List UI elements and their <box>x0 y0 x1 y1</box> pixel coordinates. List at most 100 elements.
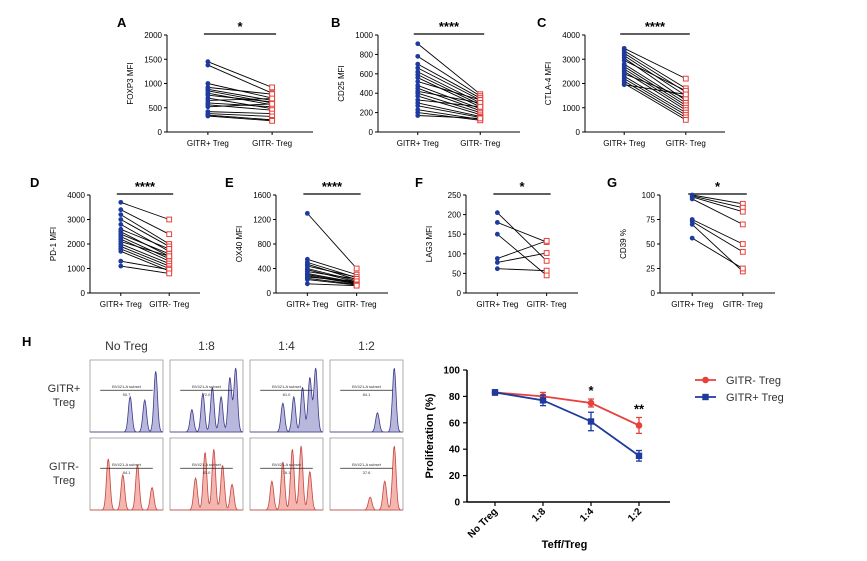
pair-line <box>623 83 687 121</box>
histogram-trace <box>330 445 403 511</box>
point-gitr-pos <box>205 104 211 110</box>
point-gitr-pos <box>494 210 500 216</box>
pair-line <box>120 219 170 247</box>
gate-label: BV421-A subset <box>352 462 382 467</box>
point-gitr-pos <box>689 196 695 202</box>
point-gitr-neg <box>269 84 276 91</box>
point-gitr-pos <box>415 93 421 99</box>
gate-value: 84.1 <box>363 392 372 397</box>
y-tick-label: 4000 <box>562 31 580 40</box>
point-gitr-neg <box>682 116 689 123</box>
y-tick-label: 2000 <box>144 31 162 40</box>
point-gitr-pos <box>304 281 310 287</box>
point-gitr-pos <box>118 199 124 205</box>
point-gitr-neg <box>739 241 746 247</box>
pair-line <box>207 64 273 94</box>
y-tick-label: 200 <box>448 211 462 220</box>
y-tick-label: 400 <box>360 89 374 98</box>
x-tick-label: GITR- Treg <box>666 139 706 148</box>
pair-line <box>692 195 743 209</box>
histogram-column-label: 1:4 <box>278 339 295 353</box>
data-point <box>539 397 547 404</box>
pair-line <box>417 43 481 95</box>
pair-line <box>120 238 170 262</box>
gate-value: 37.6 <box>363 470 372 475</box>
pair-line <box>307 268 357 282</box>
pair-line <box>207 115 273 122</box>
point-gitr-neg <box>269 95 276 102</box>
y-tick-label: 1000 <box>562 104 580 113</box>
pair-line <box>691 198 744 225</box>
point-gitr-pos <box>415 75 421 81</box>
panel-H-line-chart: 0 20 40 60 80 100 Proliferation (%) No Treg 1:8 1… <box>424 366 784 552</box>
histogram-cell: BV421-A subset 37.6 <box>329 437 404 511</box>
pair-line <box>417 55 481 97</box>
point-gitr-neg <box>166 253 173 260</box>
pair-line <box>417 63 481 99</box>
pair-line <box>417 77 481 108</box>
y-tick-label: 100 <box>642 191 656 200</box>
point-gitr-neg <box>739 221 746 228</box>
histogram-cell: BV421-A subset 84.1 <box>329 359 404 433</box>
point-gitr-neg <box>739 248 746 255</box>
gate-value: 76.1 <box>283 470 292 475</box>
pair-line <box>307 275 357 285</box>
y-axis-label: LAG3 MFI <box>425 226 434 262</box>
point-gitr-pos <box>494 266 500 272</box>
point-gitr-neg <box>682 91 689 98</box>
point-gitr-pos <box>304 210 310 216</box>
legend-marker <box>702 393 709 401</box>
x-tick-label: GITR+ Treg <box>671 300 713 309</box>
histogram-column-label: 1:2 <box>358 339 375 353</box>
gate-label: BV421-A subset <box>192 462 222 467</box>
gate-value: 50.7 <box>123 392 132 397</box>
pair-line <box>307 279 357 286</box>
pair-line <box>120 246 170 267</box>
y-axis-label: CTLA-4 MFI <box>544 62 553 106</box>
y-tick-label: 75 <box>646 216 655 225</box>
pair-line <box>120 209 170 235</box>
panel-G: G 0 25 50 75 100 CD39 % GITR+ Treg GITR- Treg * <box>607 175 775 309</box>
panel-label: H <box>22 334 31 349</box>
histogram-trace <box>330 367 403 433</box>
y-tick-label: 0 <box>454 498 460 509</box>
point-gitr-pos <box>118 222 124 227</box>
pair-line <box>417 67 481 101</box>
data-point <box>587 399 595 407</box>
y-tick-label: 0 <box>81 289 86 298</box>
pair-line <box>307 265 357 278</box>
gate-label: BV421-A subset <box>352 384 382 389</box>
point-gitr-neg <box>543 267 550 274</box>
point-gitr-pos <box>415 79 421 84</box>
pair-line <box>207 92 273 106</box>
histogram-cell: BV421-A subset 50.7 <box>89 359 164 433</box>
point-gitr-pos <box>118 258 124 264</box>
pair-line <box>120 236 170 260</box>
pair-line <box>692 196 743 213</box>
y-axis-label: CD25 MFI <box>337 65 346 101</box>
y-tick-label: 0 <box>576 128 581 137</box>
pair-line <box>417 81 481 101</box>
y-tick-label: 0 <box>158 128 163 137</box>
panel-label: C <box>537 15 547 30</box>
pair-line <box>691 221 744 253</box>
legend-label: GITR- Treg <box>726 375 781 387</box>
y-tick-label: 50 <box>452 269 461 278</box>
histogram-column-label: No Treg <box>105 339 148 353</box>
gate-label: BV421-A subset <box>112 462 142 467</box>
x-tick-label: No Treg <box>466 506 500 540</box>
x-tick-label: GITR- Treg <box>723 300 763 309</box>
y-tick-label: 3000 <box>67 216 85 225</box>
pair-line <box>692 219 743 245</box>
pair-line <box>307 277 357 285</box>
pair-line <box>417 112 481 121</box>
point-gitr-pos <box>118 207 124 213</box>
x-tick-label: GITR+ Treg <box>286 300 328 309</box>
point-gitr-neg <box>269 117 276 124</box>
pair-line <box>120 233 170 255</box>
pair-line <box>120 214 170 245</box>
pair-line <box>120 265 170 274</box>
pair-line <box>624 47 686 80</box>
pair-line <box>120 250 170 272</box>
pair-line <box>624 60 686 92</box>
